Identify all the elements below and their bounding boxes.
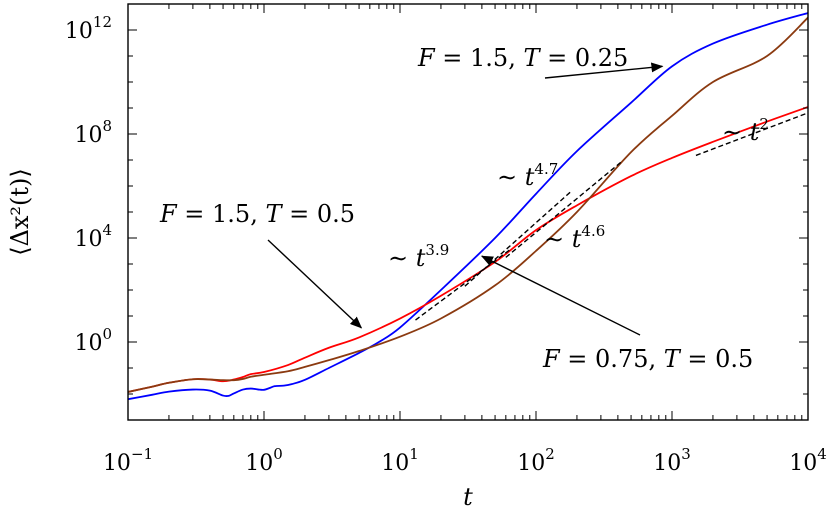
y-tick-label: 1012 bbox=[65, 13, 112, 44]
series-line bbox=[128, 12, 808, 401]
slope-guide-line bbox=[505, 160, 623, 258]
series-layer bbox=[128, 12, 808, 401]
slope-label: ∼ t4.6 bbox=[544, 222, 605, 253]
series-line bbox=[128, 16, 808, 393]
x-tick-label: 102 bbox=[517, 445, 555, 476]
annotation-arrow bbox=[480, 255, 641, 336]
x-tick-label: 104 bbox=[789, 445, 827, 476]
slope-label: ∼ t3.9 bbox=[388, 241, 449, 272]
x-axis-label: t bbox=[463, 483, 473, 511]
slope-guide-line bbox=[695, 112, 808, 157]
y-tick-label: 104 bbox=[74, 221, 112, 252]
x-tick-label: 100 bbox=[245, 445, 283, 476]
annotation-label: F = 1.5, T = 0.5 bbox=[159, 200, 355, 228]
x-tick-label: 101 bbox=[381, 445, 419, 476]
annotation-arrow bbox=[544, 62, 664, 79]
slope-label: ∼ t2 bbox=[722, 115, 769, 146]
x-tick-label: 10−1 bbox=[103, 445, 153, 476]
slope-label: ∼ t4.7 bbox=[497, 160, 558, 191]
annotation-arrow-layer bbox=[267, 62, 664, 336]
annotation-label: F = 1.5, T = 0.25 bbox=[417, 44, 628, 72]
y-tick-label: 100 bbox=[74, 325, 112, 356]
slope-guide-line bbox=[415, 248, 511, 321]
y-axis-label: ⟨Δx²(t)⟩ bbox=[6, 168, 34, 256]
y-tick-label: 108 bbox=[74, 117, 112, 148]
tick-layer bbox=[127, 3, 809, 421]
x-tick-label: 103 bbox=[653, 445, 691, 476]
annotation-arrow bbox=[267, 239, 363, 329]
slope-guide-layer bbox=[415, 112, 808, 321]
annotation-label: F = 0.75, T = 0.5 bbox=[542, 345, 753, 373]
